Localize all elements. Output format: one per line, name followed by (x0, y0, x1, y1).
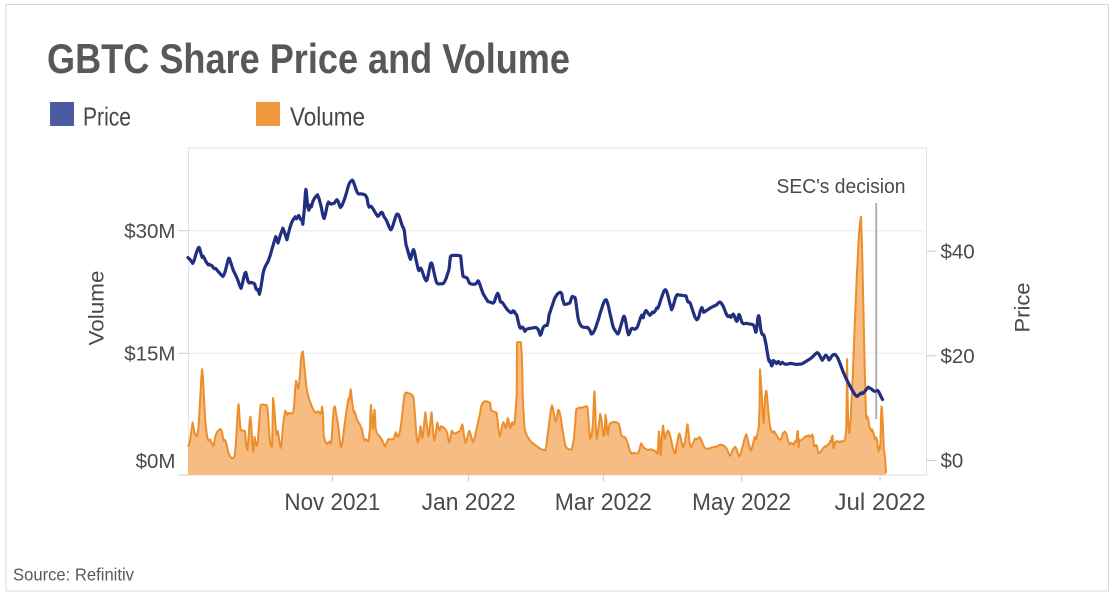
svg-text:$30M: $30M (124, 220, 175, 243)
svg-text:Volume: Volume (85, 271, 109, 346)
svg-text:$0M: $0M (136, 450, 176, 473)
svg-text:May 2022: May 2022 (692, 489, 791, 516)
svg-text:Jan 2022: Jan 2022 (422, 489, 516, 516)
svg-text:$0: $0 (941, 450, 964, 473)
svg-text:$40: $40 (941, 241, 975, 264)
svg-text:Volume: Volume (290, 102, 365, 132)
svg-text:$15M: $15M (124, 343, 175, 366)
svg-text:GBTC Share Price and Volume: GBTC Share Price and Volume (47, 35, 570, 82)
svg-text:Source: Refinitiv: Source: Refinitiv (13, 565, 134, 585)
svg-text:Mar 2022: Mar 2022 (555, 489, 652, 516)
svg-text:Nov 2021: Nov 2021 (284, 489, 380, 516)
svg-text:Jul 2022: Jul 2022 (835, 489, 926, 516)
svg-text:$20: $20 (941, 345, 975, 368)
svg-text:Price: Price (83, 102, 131, 132)
svg-text:Price: Price (1011, 283, 1035, 333)
svg-text:SEC's decision: SEC's decision (777, 176, 906, 198)
